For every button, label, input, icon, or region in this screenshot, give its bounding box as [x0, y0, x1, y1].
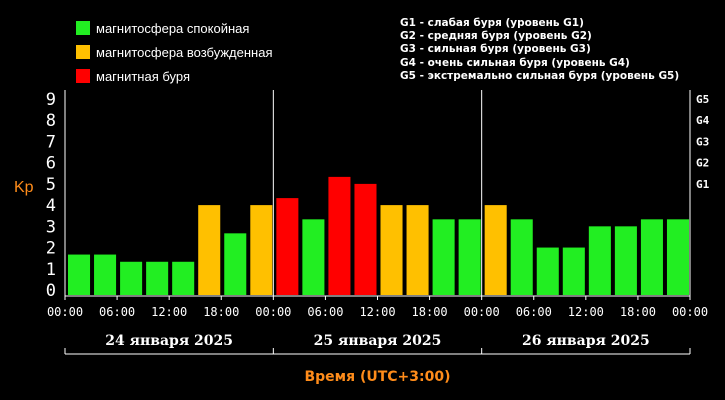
kp-bar [120, 261, 143, 295]
legend-label-disturbed: магнитосфера возбужденная [96, 44, 273, 60]
x-tick-label: 06:00 [516, 305, 552, 319]
kp-bar [484, 205, 507, 295]
y-tick-label: 1 [46, 260, 56, 280]
legend-swatch-disturbed [76, 45, 90, 59]
x-tick-label: 18:00 [203, 305, 239, 319]
kp-bar [406, 205, 429, 295]
kp-bar [276, 198, 299, 295]
kp-bar [68, 254, 91, 295]
storm-level-g4: G4 - очень сильная буря (уровень G4) [400, 56, 630, 69]
kp-bar [302, 219, 325, 295]
kp-bar [94, 254, 117, 295]
g-tick-label: G3 [696, 135, 709, 148]
legend-label-storm: магнитная буря [96, 68, 191, 84]
y-tick-label: 6 [46, 154, 56, 174]
kp-bar [146, 261, 169, 295]
kp-bar [380, 205, 403, 295]
storm-level-legend: G1 - слабая буря (уровень G1) G2 - средн… [400, 17, 679, 83]
g-tick-label: G2 [696, 157, 709, 170]
x-tick-label: 00:00 [255, 305, 291, 319]
x-tick-label: 06:00 [99, 305, 135, 319]
kp-bar [536, 247, 559, 295]
y-axis-title: Kp [14, 179, 34, 196]
day-label: 24 января 2025 [105, 333, 233, 349]
x-tick-label: 18:00 [412, 305, 448, 319]
y-tick-label: 5 [46, 175, 56, 195]
kp-bar [666, 219, 689, 295]
kp-bar [562, 247, 585, 295]
kp-bar [250, 205, 273, 295]
kp-bar [354, 183, 377, 295]
kp-bar [224, 233, 247, 295]
kp-bar [458, 219, 481, 295]
g-tick-label: G4 [696, 114, 710, 127]
y-tick-label: 3 [46, 217, 56, 237]
storm-level-g3: G3 - сильная буря (уровень G3) [400, 43, 591, 56]
kp-bar [172, 261, 195, 295]
x-tick-label: 12:00 [359, 305, 395, 319]
y-tick-label: 4 [46, 196, 56, 216]
legend-item-storm: магнитная буря [76, 64, 273, 88]
legend-swatch-storm [76, 69, 90, 83]
y-tick-label: 2 [46, 239, 56, 259]
x-tick-label: 06:00 [307, 305, 343, 319]
x-axis-title: Время (UTC+3:00) [304, 369, 450, 385]
kp-bar [614, 226, 637, 295]
x-tick-label: 18:00 [620, 305, 656, 319]
day-label: 25 января 2025 [314, 333, 442, 349]
y-tick-label: 8 [46, 111, 56, 131]
x-tick-label: 00:00 [672, 305, 708, 319]
x-tick-label: 00:00 [47, 305, 83, 319]
storm-level-g2: G2 - средняя буря (уровень G2) [400, 30, 592, 43]
x-tick-label: 12:00 [568, 305, 604, 319]
kp-bar [588, 226, 611, 295]
y-tick-label: 7 [46, 132, 56, 152]
x-tick-label: 00:00 [464, 305, 500, 319]
g-tick-label: G5 [696, 93, 709, 106]
storm-level-g1: G1 - слабая буря (уровень G1) [400, 17, 584, 29]
y-tick-label: 9 [46, 90, 56, 110]
g-tick-label: G1 [696, 178, 710, 191]
kp-bar [328, 176, 351, 295]
storm-level-g5: G5 - экстремально сильная буря (уровень … [400, 69, 680, 82]
kp-bar [432, 219, 455, 295]
kp-bar [510, 219, 533, 295]
legend-item-quiet: магнитосфера спокойная [76, 16, 273, 40]
legend-label-quiet: магнитосфера спокойная [96, 20, 250, 36]
day-label: 26 января 2025 [522, 333, 650, 349]
x-tick-label: 12:00 [151, 305, 187, 319]
kp-bar [640, 219, 663, 295]
kp-bar [198, 205, 221, 295]
legend-item-disturbed: магнитосфера возбужденная [76, 40, 273, 64]
legend-swatch-quiet [76, 21, 90, 35]
y-tick-label: 0 [46, 281, 56, 301]
color-legend: магнитосфера спокойная магнитосфера возб… [76, 16, 273, 88]
